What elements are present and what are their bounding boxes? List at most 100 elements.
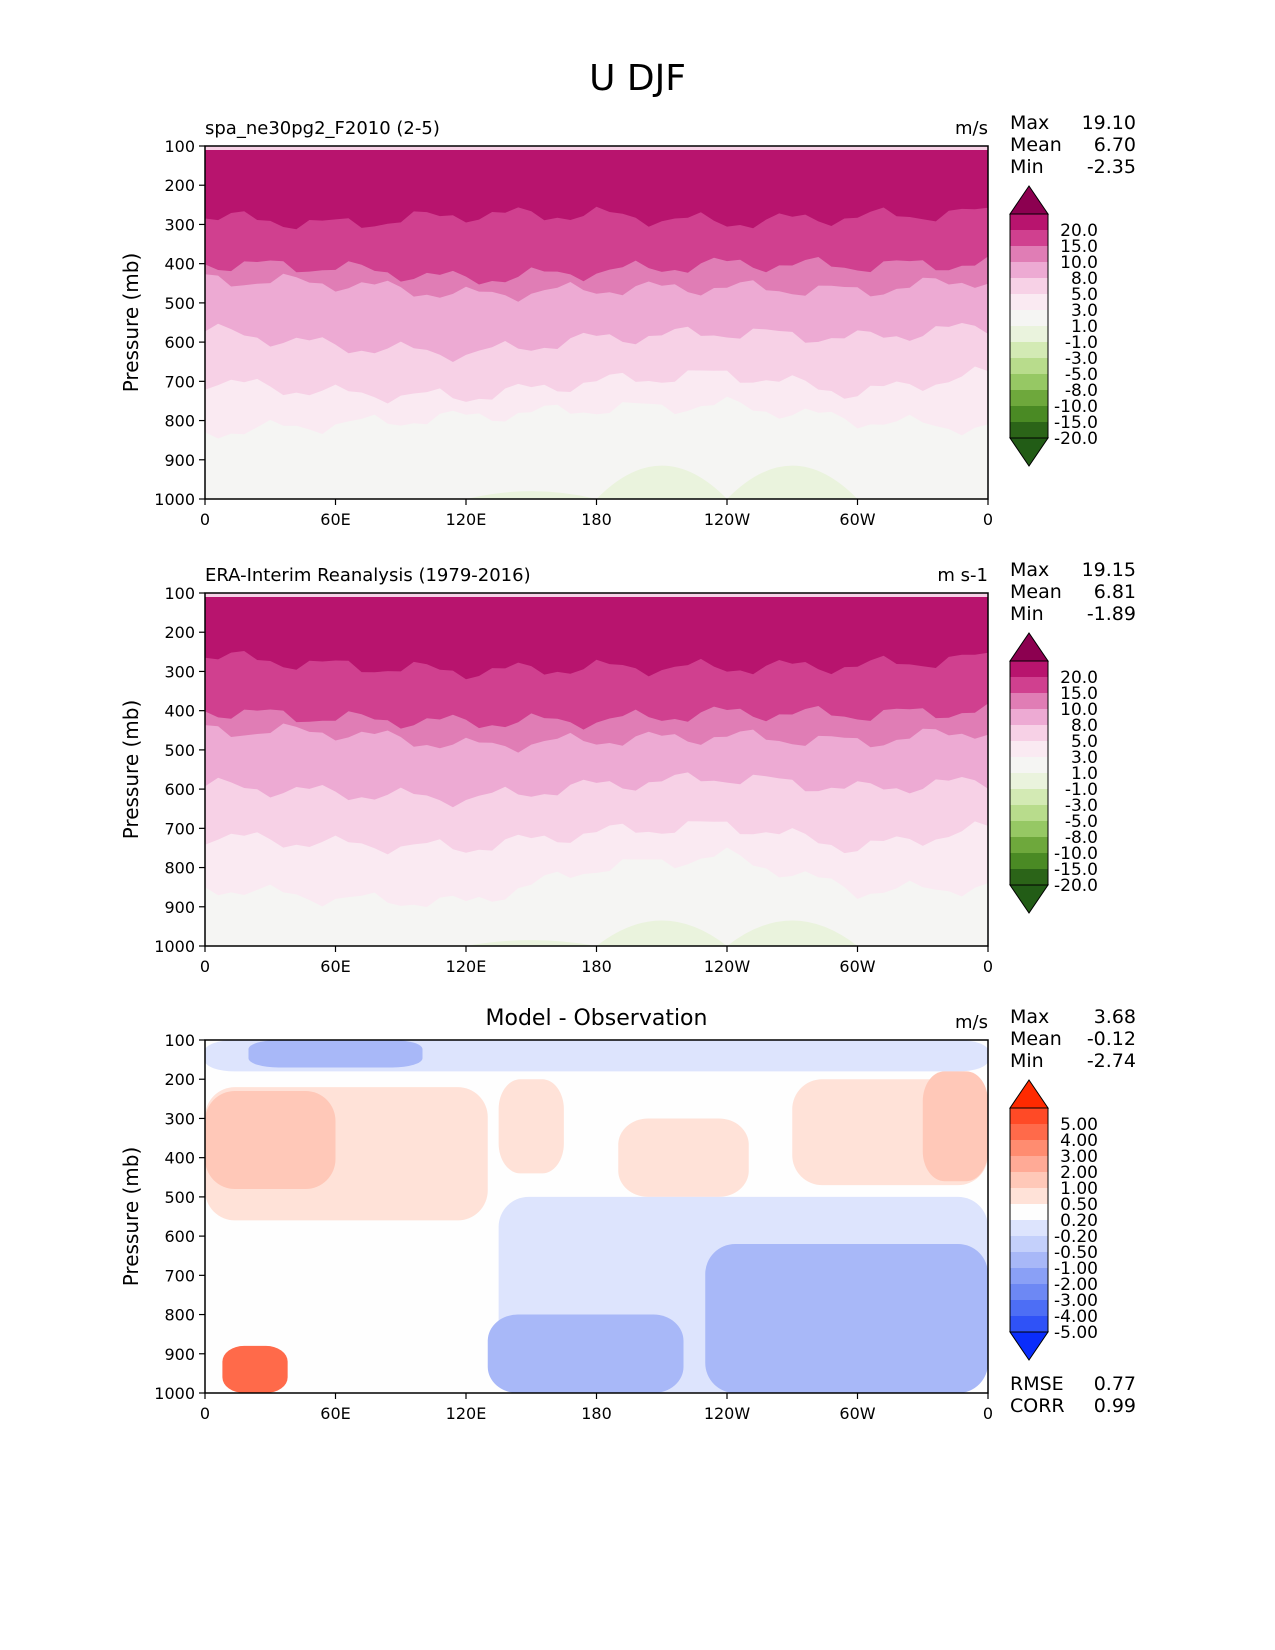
y-tick-label: 600 [164,1227,195,1246]
x-tick-label: 180 [581,510,612,529]
panel-3-units: m/s [955,1012,988,1033]
panel-1-units: m/s [955,118,988,139]
y-tick-label: 600 [164,780,195,799]
colorbar-segment [1010,741,1048,758]
panel-2-units: m s-1 [937,565,988,586]
y-tick-label: 400 [164,702,195,721]
colorbar-segment [1010,677,1048,694]
x-tick-label: 180 [581,1404,612,1423]
stat-value: 19.10 [1081,112,1136,134]
x-tick-label: 60E [320,1404,350,1423]
x-tick-label: 0 [200,1404,210,1423]
y-tick-label: 300 [164,215,195,234]
colorbar-segment [1010,326,1048,343]
colorbar-label: 5.0 [1071,732,1098,752]
y-axis-label: Pressure (mb) [119,253,143,393]
y-axis-label: Pressure (mb) [119,1147,143,1287]
colorbar-segment [1010,374,1048,391]
panel-3-error-stats: RMSE 0.77 CORR 0.99 [1010,1373,1136,1417]
stat-label: Max [1010,1006,1050,1028]
colorbar-label: 3.0 [1071,301,1098,321]
stat-value: -0.12 [1086,1028,1136,1050]
colorbar-frame [1009,660,1049,886]
x-tick-label: 120W [704,1404,751,1423]
colorbar-label: -5.0 [1065,812,1098,832]
colorbar-label: -4.00 [1054,1307,1098,1327]
stat-label: RMSE [1010,1373,1064,1395]
colorbar-segment [1010,789,1048,806]
colorbar-label: 10.0 [1060,253,1098,273]
y-tick-label: 100 [164,584,195,603]
y-tick-label: 900 [164,451,195,470]
colorbar-label: 5.00 [1060,1115,1098,1135]
x-tick-label: 60W [839,957,875,976]
y-tick-label: 700 [164,819,195,838]
stat-value: 6.70 [1093,134,1136,156]
x-tick-label: 0 [200,510,210,529]
stat-label: Max [1010,559,1050,581]
panel-1-title: spa_ne30pg2_F2010 (2-5) [205,118,440,139]
y-tick-label: 400 [164,255,195,274]
panel-1-stats: Max 19.10 Mean 6.70 Min -2.35 [1010,112,1136,178]
contour-band-negative [596,920,727,946]
colorbar-segment [1010,1172,1048,1189]
stat-label: Min [1010,1050,1044,1072]
figure-title: U DJF [589,58,686,99]
diff-region [248,1040,423,1068]
y-tick-label: 500 [164,294,195,313]
stat-label: CORR [1010,1395,1065,1417]
colorbar-label: 8.0 [1071,716,1098,736]
colorbar-segment [1010,262,1048,279]
colorbar-segment [1010,406,1048,423]
panel-3-title: Model - Observation [485,1006,708,1031]
stat-label: Max [1010,112,1050,134]
colorbar-segment [1010,1204,1048,1221]
y-tick-label: 700 [164,372,195,391]
colorbar-label: 20.0 [1060,221,1098,241]
contour-band-15 [205,593,988,680]
colorbar-label: 8.0 [1071,269,1098,289]
x-tick-label: 120W [704,957,751,976]
colorbar-cap-bottom [1009,1331,1049,1361]
diff-region [705,1243,988,1393]
diff-region [487,1314,684,1393]
colorbar-cap-top [1009,632,1049,662]
colorbar-frame [1009,1107,1049,1333]
colorbar-label: -10.0 [1054,397,1098,417]
colorbar-segment [1010,1108,1048,1125]
colorbar-label: -8.0 [1065,828,1098,848]
x-tick-label: 120W [704,510,751,529]
colorbar-segment [1010,1156,1048,1173]
colorbar-segment [1010,390,1048,407]
y-tick-label: 800 [164,412,195,431]
colorbar-label: 3.00 [1060,1147,1098,1167]
panel-2-title: ERA-Interim Reanalysis (1979-2016) [205,565,531,586]
panel-3-stats: Max 3.68 Mean -0.12 Min -2.74 [1010,1006,1136,1072]
colorbar-segment [1010,709,1048,726]
contour-band-negative [727,920,858,946]
colorbar-segment [1010,837,1048,854]
colorbar-segment [1010,294,1048,311]
y-tick-label: 1000 [154,937,195,956]
y-tick-label: 900 [164,1345,195,1364]
stat-value: -2.74 [1086,1050,1136,1072]
contour-band-negative [727,465,858,499]
y-tick-label: 200 [164,623,195,642]
x-tick-label: 60E [320,957,350,976]
top-strip [205,593,988,597]
y-tick-label: 400 [164,1149,195,1168]
diff-region [222,1345,288,1393]
colorbar-label: 20.0 [1060,668,1098,688]
y-tick-label: 600 [164,333,195,352]
stat-value: 0.77 [1093,1373,1136,1395]
stat-label: Mean [1010,134,1062,156]
colorbar-segment [1010,725,1048,742]
colorbar-segment [1010,1140,1048,1157]
colorbar-segment [1010,1284,1048,1301]
colorbar-segment [1010,278,1048,295]
stat-value: 3.68 [1093,1006,1136,1028]
colorbar-label: -1.0 [1065,333,1098,353]
colorbar-label: 4.00 [1060,1131,1098,1151]
colorbar-segment [1010,773,1048,790]
